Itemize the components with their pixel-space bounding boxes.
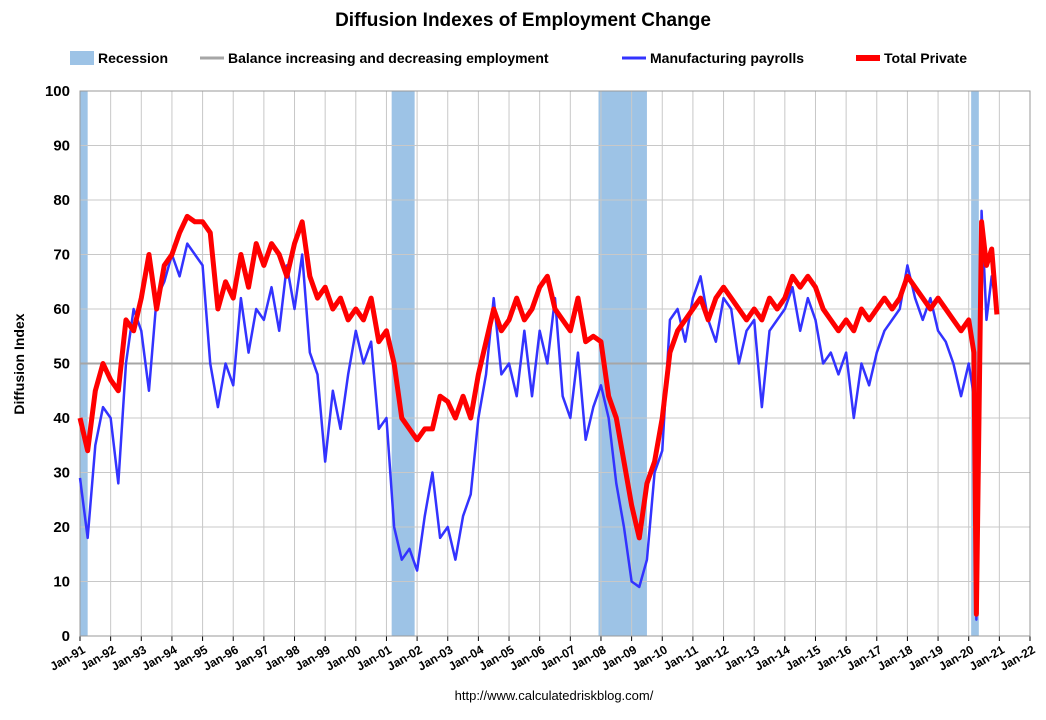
x-tick-label: Jan-10 — [630, 642, 670, 673]
y-tick-label: 20 — [53, 519, 70, 536]
legend-label: Balance increasing and decreasing employ… — [228, 50, 549, 66]
y-axis-label: Diffusion Index — [11, 313, 27, 414]
legend-swatch — [70, 51, 94, 65]
legend-label: Manufacturing payrolls — [650, 50, 804, 66]
y-tick-label: 10 — [53, 574, 70, 591]
y-tick-label: 50 — [53, 356, 70, 373]
y-tick-label: 90 — [53, 138, 70, 155]
y-tick-label: 40 — [53, 410, 70, 427]
chart-title: Diffusion Indexes of Employment Change — [335, 10, 711, 31]
legend-label: Recession — [98, 50, 168, 66]
y-tick-label: 0 — [62, 628, 70, 645]
y-tick-label: 30 — [53, 465, 70, 482]
series-line — [77, 213, 1000, 617]
legend-label: Total Private — [884, 50, 967, 66]
source: http://www.calculatedriskblog.com/ — [455, 688, 654, 703]
y-tick-label: 100 — [45, 83, 70, 100]
y-tick-label: 60 — [53, 301, 70, 318]
y-tick-label: 70 — [53, 247, 70, 264]
series-line — [78, 209, 999, 621]
y-tick-label: 80 — [53, 192, 70, 209]
x-tick-label: Jan-22 — [998, 642, 1038, 673]
